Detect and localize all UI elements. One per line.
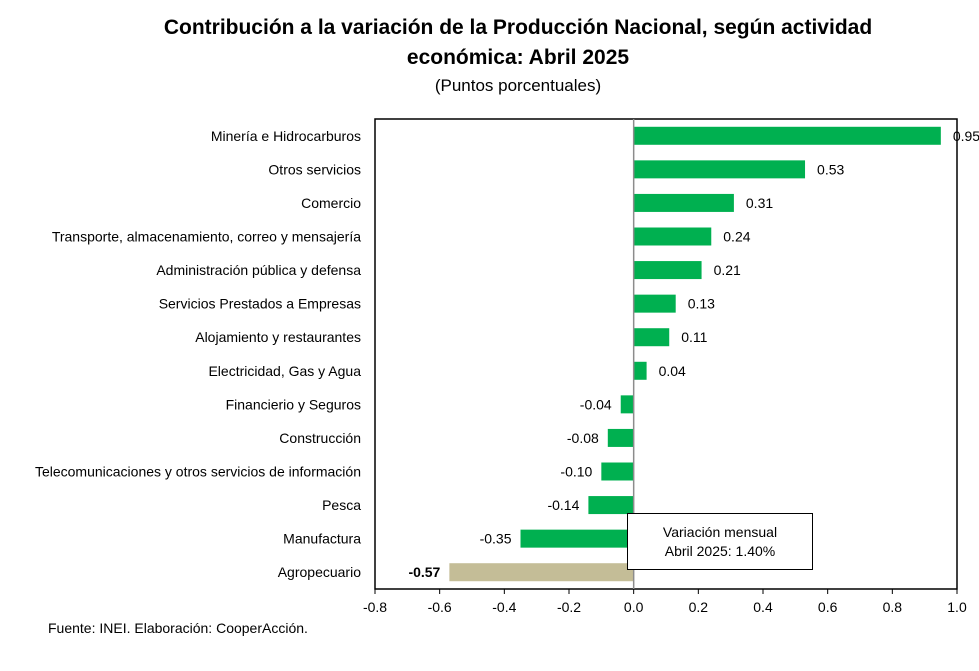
category-label: Administración pública y defensa bbox=[156, 262, 361, 278]
data-label: -0.04 bbox=[580, 396, 612, 412]
x-tick-label: -0.2 bbox=[557, 599, 581, 615]
bar bbox=[633, 193, 734, 212]
bar bbox=[633, 294, 676, 313]
data-label: 0.24 bbox=[723, 229, 750, 245]
x-tick-label: 0.6 bbox=[818, 599, 838, 615]
chart-title-line1: Contribución a la variación de la Produc… bbox=[163, 16, 873, 39]
bar bbox=[633, 361, 647, 380]
data-label: 0.11 bbox=[681, 329, 707, 345]
category-label: Minería e Hidrocarburos bbox=[211, 128, 361, 144]
category-label: Transporte, almacenamiento, correo y men… bbox=[52, 229, 361, 245]
bar bbox=[633, 160, 806, 179]
data-label: 0.53 bbox=[817, 161, 844, 177]
data-label: 0.31 bbox=[746, 195, 773, 211]
category-label: Electricidad, Gas y Agua bbox=[208, 363, 361, 379]
plot-frame bbox=[374, 118, 958, 590]
callout-line1: Variación mensual bbox=[662, 523, 778, 540]
chart-subtitle: (Puntos porcentuales) bbox=[434, 76, 602, 95]
data-label: -0.08 bbox=[567, 430, 599, 446]
data-label: -0.14 bbox=[547, 497, 579, 513]
category-label: Servicios Prestados a Empresas bbox=[159, 296, 361, 312]
category-label: Financierio y Seguros bbox=[226, 396, 361, 412]
data-label: -0.57 bbox=[408, 564, 440, 580]
category-label: Agropecuario bbox=[278, 564, 361, 580]
x-tick-label: -0.4 bbox=[492, 599, 516, 615]
data-label: 0.04 bbox=[659, 363, 686, 379]
monthly-variation-callout: Variación mensual Abril 2025: 1.40% bbox=[627, 513, 813, 570]
bar bbox=[633, 261, 702, 280]
data-label: 0.95 bbox=[953, 128, 979, 144]
category-label: Pesca bbox=[322, 497, 361, 513]
x-tick-label: -0.6 bbox=[428, 599, 452, 615]
data-label: 0.13 bbox=[688, 296, 715, 312]
bar bbox=[633, 227, 712, 246]
category-label: Construcción bbox=[279, 430, 361, 446]
bar bbox=[633, 126, 941, 145]
x-tick-label: 0.8 bbox=[883, 599, 903, 615]
x-tick-label: 0.2 bbox=[689, 599, 709, 615]
bar bbox=[633, 328, 670, 347]
chart-title-line2: económica: Abril 2025 bbox=[406, 46, 630, 69]
bar bbox=[601, 462, 634, 481]
data-label: -0.10 bbox=[560, 464, 592, 480]
bar bbox=[607, 428, 634, 447]
x-tick-label: 1.0 bbox=[947, 599, 967, 615]
category-label: Alojamiento y restaurantes bbox=[195, 329, 361, 345]
bar bbox=[449, 563, 634, 582]
data-label: 0.21 bbox=[714, 262, 741, 278]
data-label: -0.35 bbox=[480, 531, 512, 547]
x-tick-label: 0.4 bbox=[753, 599, 773, 615]
source-note: Fuente: INEI. Elaboración: CooperAcción. bbox=[48, 620, 308, 636]
callout-line2: Abril 2025: 1.40% bbox=[664, 542, 776, 559]
x-tick-label: -0.8 bbox=[363, 599, 387, 615]
bar bbox=[520, 529, 634, 548]
category-label: Telecomunicaciones y otros servicios de … bbox=[35, 464, 361, 480]
bar bbox=[588, 496, 634, 515]
category-label: Otros servicios bbox=[268, 161, 361, 177]
category-label: Manufactura bbox=[283, 531, 361, 547]
bar bbox=[620, 395, 634, 414]
x-tick-label: 0.0 bbox=[624, 599, 644, 615]
category-label: Comercio bbox=[301, 195, 361, 211]
